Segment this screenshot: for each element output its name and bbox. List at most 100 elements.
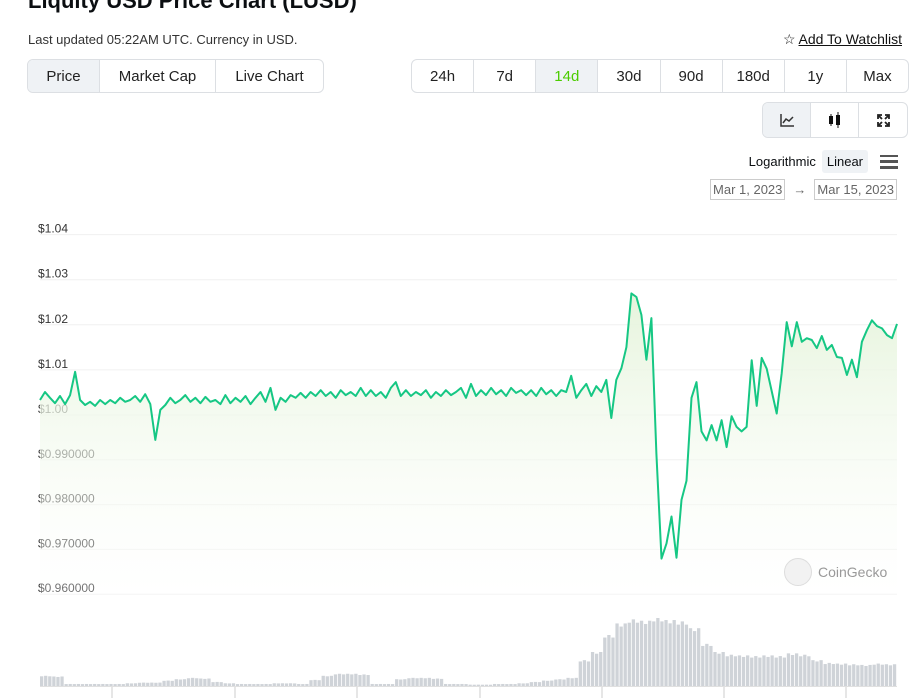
volume-bar [884,664,889,686]
volume-bar [554,679,558,686]
volume-bar [317,680,321,686]
volume-bar [664,620,668,686]
volume-bar [688,628,693,686]
volume-bar [452,683,456,686]
volume-bar [439,678,444,686]
volume-bar [370,683,374,686]
coingecko-watermark: CoinGecko [784,558,887,586]
volume-bar [684,624,689,686]
volume-bar [639,620,644,686]
y-tick-label: $1.04 [38,222,68,236]
volume-bar [178,679,183,686]
volume-bar [562,679,566,686]
range-max[interactable]: Max [863,67,892,85]
date-to-input[interactable]: Mar 15, 2023 [814,179,897,200]
scale-toggle: Logarithmic Linear [749,150,898,173]
volume-bar [713,652,717,686]
volume-bar [268,684,272,686]
volume-bar [472,684,476,686]
volume-bar [231,683,236,686]
date-from-input[interactable]: Mar 1, 2023 [710,179,786,200]
tab-market-cap[interactable]: Market Cap [100,60,216,92]
volume-bar [386,683,391,686]
linear-button[interactable]: Linear [821,150,868,173]
volume-bar [399,679,403,686]
volume-bar [68,683,72,686]
volume-bar [109,683,113,686]
volume-bar [301,684,305,686]
range-1y[interactable]: 1y [785,60,847,92]
volume-bar [541,680,546,686]
volume-bar [774,657,778,686]
volume-bar [362,674,366,686]
volume-bar [137,682,142,686]
hamburger-menu-icon[interactable] [880,154,898,169]
volume-bar [480,684,485,686]
volume-bar [794,653,799,686]
volume-bar [488,684,493,686]
volume-bar [811,660,815,686]
tab-price[interactable]: Price [28,60,100,92]
range-180d[interactable]: 180d [723,60,785,92]
volume-bar [521,683,525,686]
page-title: Liquity USD Price Chart (LUSD) [28,0,357,13]
volume-bar [158,682,162,686]
volume-bar [578,661,582,686]
volume-bar [411,677,415,686]
volume-bar [705,643,709,686]
volume-bar [737,655,742,686]
volume-bar [860,664,864,686]
volume-bar [864,665,868,686]
volume-bar [582,660,587,686]
volume-bar [839,664,844,686]
volume-bar [272,683,276,686]
candlestick-button[interactable] [811,103,859,137]
volume-bar [48,676,52,686]
volume-bar [260,684,264,686]
volume-bar [586,661,591,686]
volume-bar [856,665,860,686]
volume-bar [611,637,615,686]
y-tick-label: $1.03 [38,267,68,281]
volume-bar [888,665,893,686]
add-to-watchlist-link[interactable]: ☆ Add To Watchlist [783,31,902,48]
volume-bar [754,656,758,686]
volume-bar [166,680,170,686]
volume-bar [56,676,60,686]
volume-bar [97,684,101,686]
volume-bar [460,683,464,686]
volume-bar [129,683,134,686]
volume-bar [101,683,105,686]
volume-bar [284,683,289,686]
volume-bar [529,682,533,686]
line-chart-button[interactable] [763,103,811,137]
watermark-text: CoinGecko [818,564,888,580]
volume-bar [239,683,244,686]
range-30d[interactable]: 30d [598,60,661,92]
volume-bar [325,676,329,686]
chart-tabs: Price Market Cap Live Chart [27,59,324,93]
logarithmic-button[interactable]: Logarithmic [748,154,816,169]
volume-bar [72,684,76,686]
volume-bar [827,662,831,686]
volume-bar [80,684,85,686]
star-outline-icon: ☆ [782,31,796,47]
range-14d[interactable]: 14d [536,60,599,92]
volume-bar [570,678,574,686]
volume-bar [692,631,697,686]
volume-bar [766,656,770,686]
fullscreen-button[interactable] [859,103,907,137]
range-7d[interactable]: 7d [474,60,537,92]
tab-live-chart[interactable]: Live Chart [235,67,304,85]
range-90d[interactable]: 90d [661,60,723,92]
last-updated-text: Last updated 05:22AM UTC. Currency in US… [28,32,298,47]
volume-bar [142,682,146,686]
volume-bar [76,683,81,686]
volume-bar [354,673,358,686]
volume-bar [770,655,774,686]
range-24h[interactable]: 24h [412,60,475,92]
volume-bar [762,655,766,686]
volume-bar [366,675,370,686]
volume-bar [423,678,427,686]
